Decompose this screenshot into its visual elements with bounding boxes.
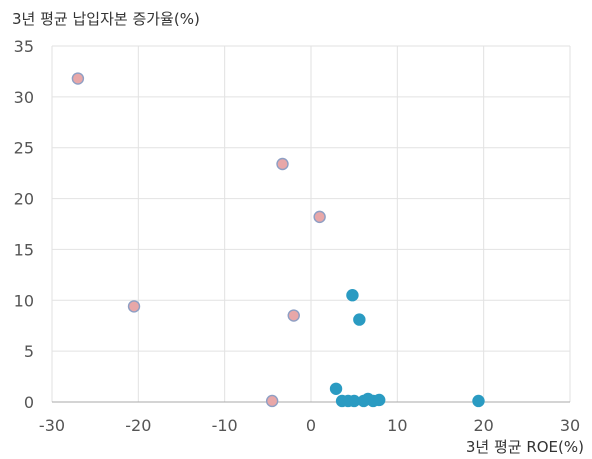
y-tick-label: 25 (14, 139, 34, 158)
x-tick-label: -10 (212, 416, 238, 435)
x-tick-label: 0 (306, 416, 316, 435)
y-tick-label: 5 (24, 342, 34, 361)
data-point-blue (329, 382, 343, 395)
data-point-pink (71, 72, 85, 85)
data-point-blue (353, 313, 366, 326)
x-tick-label: 30 (560, 416, 580, 435)
x-tick-label: -30 (39, 416, 65, 435)
data-point-blue (346, 289, 359, 302)
y-tick-label: 20 (14, 190, 34, 209)
y-tick-label: 0 (24, 393, 34, 412)
x-tick-label: 20 (473, 416, 493, 435)
data-point-blue (373, 393, 386, 407)
y-tick-label: 30 (14, 88, 34, 107)
data-point-pink (276, 157, 289, 171)
data-point-blue (472, 394, 485, 408)
data-point-pink (265, 394, 279, 408)
x-tick-label: 10 (387, 416, 407, 435)
y-tick-label: 10 (14, 291, 34, 310)
data-point-pink (127, 300, 141, 313)
x-axis-label: 3년 평균 ROE(%) (465, 438, 584, 456)
x-tick-label: -20 (125, 416, 151, 435)
y-tick-label: 15 (14, 240, 34, 259)
data-point-pink (313, 210, 326, 224)
data-point-pink (287, 309, 300, 322)
y-axis-label: 3년 평균 납입자본 증가율(%) (12, 10, 200, 28)
y-tick-label: 35 (14, 37, 34, 56)
